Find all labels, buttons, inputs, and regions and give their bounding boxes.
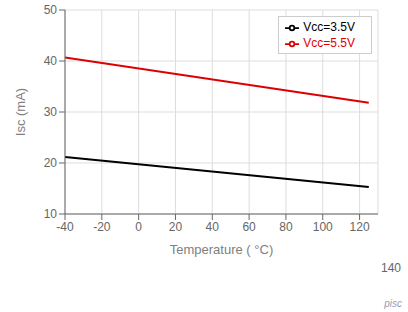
html-text:Vcc=3.5V: Vcc=3.5V bbox=[303, 20, 355, 34]
svg-text:Temperature ( °C): Temperature ( °C) bbox=[170, 242, 273, 257]
svg-text:Isc (mA): Isc (mA) bbox=[13, 88, 28, 136]
svg-text:30: 30 bbox=[44, 105, 58, 119]
html-text:Vcc=5.5V: Vcc=5.5V bbox=[303, 36, 355, 50]
svg-text:80: 80 bbox=[279, 220, 293, 234]
svg-text:0: 0 bbox=[135, 220, 142, 234]
svg-text:100: 100 bbox=[313, 220, 333, 234]
svg-text:10: 10 bbox=[44, 207, 58, 221]
html-text:pisc: pisc bbox=[384, 298, 402, 309]
svg-text:-40: -40 bbox=[56, 220, 74, 234]
svg-text:-20: -20 bbox=[93, 220, 111, 234]
html-text:140: 140 bbox=[381, 261, 401, 275]
svg-text:20: 20 bbox=[44, 156, 58, 170]
svg-text:120: 120 bbox=[350, 220, 370, 234]
svg-text:40: 40 bbox=[44, 54, 58, 68]
svg-text:50: 50 bbox=[44, 3, 58, 17]
svg-text:60: 60 bbox=[242, 220, 256, 234]
svg-text:40: 40 bbox=[206, 220, 220, 234]
svg-text:20: 20 bbox=[169, 220, 183, 234]
